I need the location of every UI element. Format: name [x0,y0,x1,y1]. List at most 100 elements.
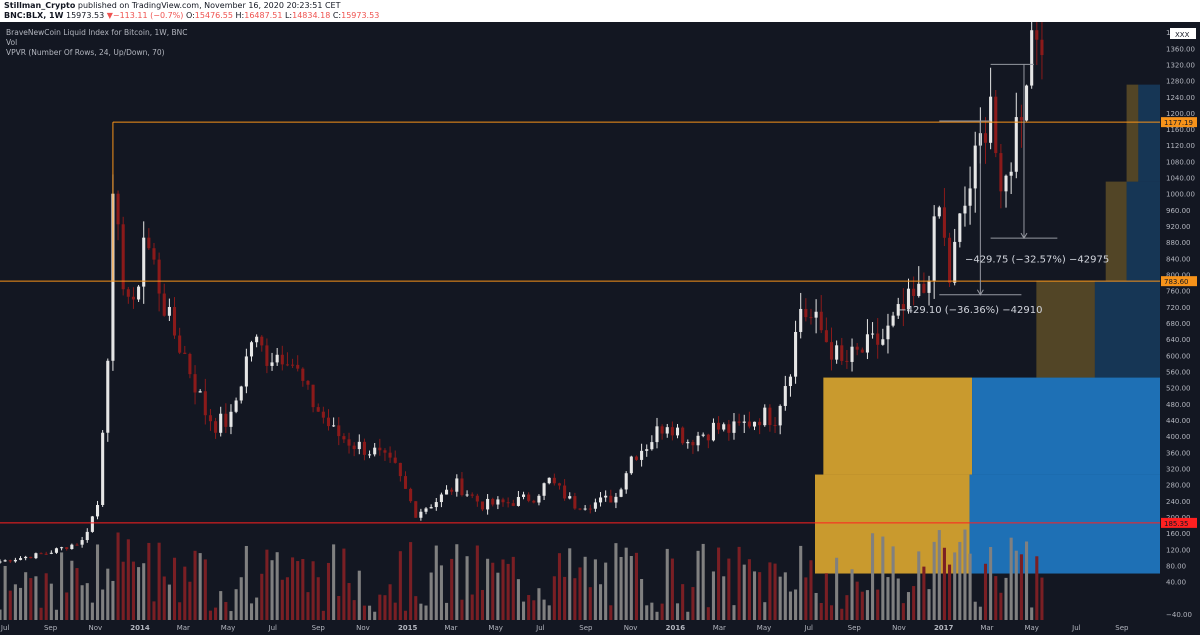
candle-body [167,307,171,316]
volume-bars [0,529,1044,620]
volume-bar [516,579,520,620]
legend-vpvr[interactable]: VPVR (Number Of Rows, 24, Up/Down, 70) [6,48,165,57]
volume-bar [860,591,864,620]
volume-bar [609,605,613,620]
volume-bar [137,567,141,620]
volume-bar [640,579,644,620]
candle-body [937,207,941,217]
volume-bar [547,605,551,620]
volume-bar [244,545,248,620]
volume-bar [850,569,854,620]
volume-bar [383,595,387,620]
price-axis[interactable]: 1400.001360.001320.001280.001240.001200.… [1160,22,1200,635]
volume-bar [368,605,372,620]
candle-body [932,216,936,281]
candle-body [121,224,125,290]
volume-bar [450,558,454,620]
candle-body [645,449,649,451]
price-label-text: 1177.19 [1164,119,1193,127]
volume-bar [183,566,187,620]
candle-body [501,499,505,503]
high-label: H: [235,11,245,20]
vpvr-down-bar [1094,280,1160,378]
candle-body [455,478,459,492]
candle-body [906,288,911,310]
volume-bar [167,584,171,620]
price-tick-label: 760.00 [1166,288,1191,296]
volume-bar [1040,577,1044,620]
volume-bar [604,562,608,620]
candle-body [717,422,721,430]
volume-bar [39,607,43,620]
volume-bar [475,545,479,620]
candle-body [70,544,74,550]
candle-body [758,421,762,426]
candle-body [953,241,957,283]
candle-body [29,556,33,559]
legend-volume[interactable]: Vol [6,38,18,47]
corner-badge[interactable] [1170,28,1196,39]
volume-bar [470,594,474,620]
price-tick-label: 1280.00 [1166,78,1195,86]
price-tick-label: 1320.00 [1166,61,1195,69]
candle-body [871,333,875,335]
volume-bar [90,602,94,620]
candle-body [686,442,690,444]
candle-body [203,391,207,416]
volume-bar [0,609,2,620]
time-tick-label: 2015 [398,624,418,632]
volume-bar [999,592,1003,620]
volume-bar [696,550,700,620]
price-chart[interactable]: −429.75 (−32.57%) −42975 −429.10 (−36.36%… [0,22,1200,635]
price-tick-label: 360.00 [1166,449,1191,457]
candle-body [634,456,638,460]
candle-body [332,425,336,427]
candle-body [640,450,644,460]
candle-body [234,400,238,412]
price-tick-label: 1360.00 [1166,45,1195,53]
time-tick-label: Jul [0,624,9,632]
candle-body [696,435,700,446]
volume-bar [101,589,105,620]
volume-bar [116,532,120,620]
time-axis-background [0,620,1200,635]
candle-body [706,434,710,441]
volume-bar [1030,607,1034,620]
volume-bar [588,587,592,620]
candle-body [747,421,751,427]
volume-bar [29,578,33,620]
vpvr-down-bar [969,474,1160,574]
volume-bar [424,605,428,620]
time-tick-label: Nov [356,624,370,632]
volume-bar [398,551,402,620]
candle-body [881,339,885,345]
volume-bar [373,611,377,620]
time-tick-label: 2016 [666,624,686,632]
volume-bar [983,563,988,620]
volume-bar [306,592,310,620]
candle-body [90,516,94,532]
time-tick-label: May [1024,624,1038,632]
candle-body [542,483,546,496]
candle-body [788,376,792,387]
legend-series[interactable]: BraveNewCoin Liquid Index for Bitcoin, 1… [6,28,188,37]
candle-body [609,495,613,503]
volume-bar [214,607,218,620]
candle-body [49,552,53,554]
candle-body [1040,39,1044,56]
horizontal-lines[interactable] [0,121,1160,524]
candle-body [178,335,182,353]
volume-bar [147,542,151,620]
candle-body [624,473,628,490]
measure-tools[interactable]: −429.75 (−32.57%) −42975 −429.10 (−36.36%… [898,63,1109,316]
candle-body [347,439,351,446]
price-tick-label: 400.00 [1166,433,1191,441]
author-name[interactable]: Stillman_Crypto [4,1,76,10]
volume-bar [1004,577,1008,620]
candle-body [1025,85,1029,121]
candle-body [321,411,325,418]
time-axis[interactable]: Jul Sep Nov 2014 Mar May Jul Sep Nov 2015 Mar May Ju… [0,620,1200,635]
candle-body [13,559,17,562]
price-tick-label: 440.00 [1166,417,1191,425]
candle-body [311,384,315,408]
